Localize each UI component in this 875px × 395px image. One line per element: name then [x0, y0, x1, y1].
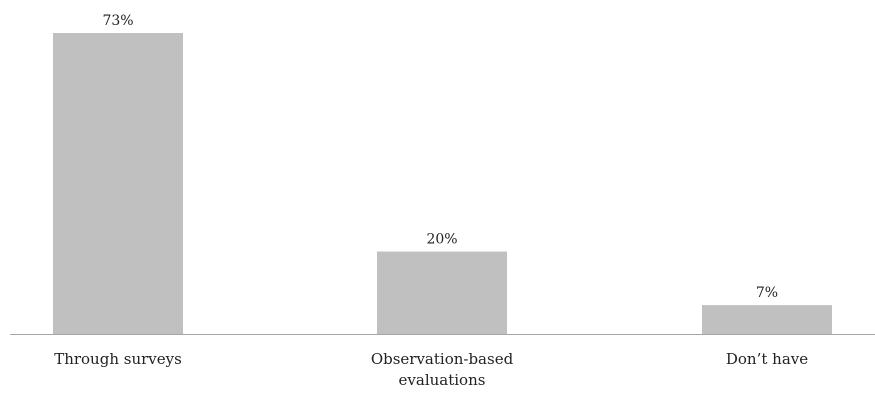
bar-1: [53, 33, 183, 334]
category-labels-group: Through surveys Observation-based evaluati…: [54, 350, 808, 389]
category-label-line: Observation-based: [371, 350, 514, 368]
data-label-1: 73%: [102, 13, 133, 29]
bars-group: [53, 33, 832, 334]
bar-2: [377, 252, 507, 334]
data-label-3: 7%: [756, 285, 778, 301]
category-label-2: Observation-based evaluations: [371, 350, 514, 389]
category-label-line: Don’t have: [726, 350, 808, 368]
bar-3: [702, 305, 832, 334]
category-label-line: Through surveys: [54, 350, 182, 368]
category-label-1: Through surveys: [54, 350, 182, 368]
data-label-2: 20%: [426, 232, 457, 248]
category-label-line: evaluations: [399, 371, 486, 389]
category-label-3: Don’t have: [726, 350, 808, 368]
